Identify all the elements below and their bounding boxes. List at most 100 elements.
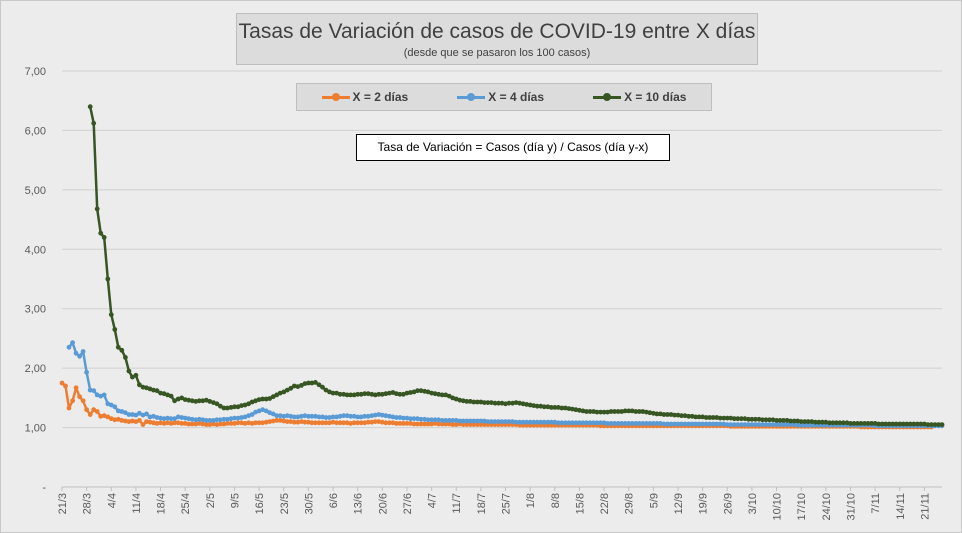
data-point bbox=[383, 413, 389, 419]
data-point bbox=[700, 421, 705, 427]
x-tick-label: 25/4 bbox=[180, 493, 192, 514]
data-point bbox=[915, 421, 920, 427]
data-point bbox=[594, 409, 600, 415]
data-point bbox=[527, 419, 533, 425]
data-point bbox=[126, 368, 132, 374]
data-point bbox=[503, 419, 508, 424]
legend-item-x4: X = 4 días bbox=[457, 90, 544, 104]
data-point bbox=[876, 421, 881, 427]
data-point bbox=[534, 403, 540, 409]
data-point bbox=[679, 413, 684, 419]
data-point bbox=[214, 401, 220, 407]
data-point bbox=[770, 417, 776, 423]
data-point bbox=[334, 420, 339, 426]
data-point bbox=[98, 230, 104, 236]
data-point bbox=[499, 419, 505, 424]
data-point bbox=[925, 422, 931, 427]
data-point bbox=[496, 400, 501, 406]
data-point bbox=[203, 418, 209, 423]
data-point bbox=[91, 120, 97, 126]
data-point bbox=[784, 422, 790, 427]
data-point bbox=[672, 412, 677, 418]
data-point bbox=[781, 422, 786, 427]
data-point bbox=[517, 419, 522, 425]
data-point bbox=[362, 391, 368, 397]
data-point bbox=[450, 418, 456, 423]
data-point bbox=[809, 422, 815, 428]
data-point bbox=[330, 414, 336, 420]
data-point bbox=[425, 417, 431, 423]
data-point bbox=[735, 416, 741, 422]
data-point bbox=[348, 421, 353, 426]
data-point bbox=[172, 420, 178, 426]
data-point bbox=[313, 413, 318, 419]
x-tick-label: 18/7 bbox=[476, 493, 488, 514]
data-point bbox=[939, 422, 945, 427]
data-point bbox=[193, 417, 199, 423]
data-point bbox=[724, 422, 730, 427]
data-point bbox=[756, 422, 762, 427]
x-tick-label: 4/7 bbox=[427, 493, 439, 508]
data-point bbox=[763, 422, 769, 427]
data-point bbox=[309, 420, 315, 426]
data-point bbox=[221, 416, 227, 422]
data-point bbox=[548, 405, 554, 410]
data-point bbox=[225, 421, 230, 426]
data-point bbox=[436, 391, 441, 397]
data-point bbox=[411, 421, 417, 427]
data-point bbox=[541, 404, 547, 410]
data-point bbox=[63, 383, 68, 389]
data-point bbox=[460, 418, 466, 424]
data-point bbox=[890, 421, 896, 427]
data-point bbox=[584, 420, 589, 426]
data-point bbox=[710, 421, 716, 427]
data-point bbox=[559, 405, 565, 411]
data-point bbox=[774, 418, 779, 423]
data-point bbox=[119, 409, 125, 414]
data-point bbox=[573, 420, 579, 426]
data-point bbox=[274, 418, 280, 423]
x-tick-label: 8/8 bbox=[550, 493, 562, 508]
data-point bbox=[823, 419, 829, 425]
data-point bbox=[73, 350, 79, 356]
data-point bbox=[830, 420, 836, 426]
data-point bbox=[707, 415, 713, 420]
data-point bbox=[763, 417, 769, 423]
data-point bbox=[91, 388, 97, 394]
x-axis-tick-labels: 21/3 28/3 4/4 11/4 18/4 25/4 2/5 9/5 16/5 23/5 30/… bbox=[57, 487, 931, 521]
data-point bbox=[749, 416, 755, 422]
data-point bbox=[105, 276, 111, 282]
x-tick-label: 6/6 bbox=[328, 493, 340, 508]
data-point bbox=[119, 347, 125, 353]
legend-swatch-x4 bbox=[457, 91, 486, 103]
data-point bbox=[879, 421, 885, 427]
data-point bbox=[295, 414, 301, 420]
data-point bbox=[489, 400, 494, 405]
data-point bbox=[225, 405, 230, 411]
data-point bbox=[566, 420, 572, 426]
data-point bbox=[492, 419, 498, 424]
data-point bbox=[777, 418, 783, 423]
data-point bbox=[696, 414, 702, 420]
data-point bbox=[154, 415, 160, 420]
data-point bbox=[225, 416, 230, 422]
data-point bbox=[415, 421, 420, 427]
data-point bbox=[584, 409, 589, 414]
data-point bbox=[485, 400, 491, 405]
data-point bbox=[313, 420, 318, 426]
data-point bbox=[232, 404, 237, 410]
x-tick-label: 26/9 bbox=[722, 493, 734, 514]
data-point bbox=[355, 391, 361, 397]
data-point bbox=[605, 421, 610, 426]
data-point bbox=[408, 416, 413, 422]
x-tick-label: 19/9 bbox=[698, 493, 710, 514]
data-point bbox=[929, 422, 934, 427]
series-layer bbox=[59, 104, 945, 430]
y-tick-label: 3,00 bbox=[25, 304, 46, 316]
data-point bbox=[397, 421, 403, 426]
data-point bbox=[358, 420, 364, 426]
data-point bbox=[622, 408, 628, 414]
data-point bbox=[696, 421, 702, 427]
data-point bbox=[580, 420, 586, 426]
data-point bbox=[647, 421, 653, 426]
